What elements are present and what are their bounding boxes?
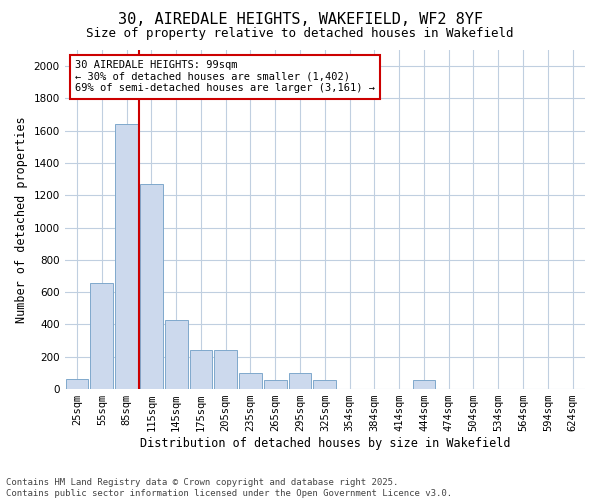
Bar <box>65 378 88 389</box>
Bar <box>190 350 212 389</box>
Bar <box>313 380 336 389</box>
Bar <box>413 380 436 389</box>
Text: Size of property relative to detached houses in Wakefield: Size of property relative to detached ho… <box>86 28 514 40</box>
Bar <box>214 350 237 389</box>
Text: 30 AIREDALE HEIGHTS: 99sqm
← 30% of detached houses are smaller (1,402)
69% of s: 30 AIREDALE HEIGHTS: 99sqm ← 30% of deta… <box>75 60 375 94</box>
Bar <box>264 380 287 389</box>
Bar <box>115 124 138 389</box>
Bar <box>289 373 311 389</box>
Text: 30, AIREDALE HEIGHTS, WAKEFIELD, WF2 8YF: 30, AIREDALE HEIGHTS, WAKEFIELD, WF2 8YF <box>118 12 482 28</box>
Text: Contains HM Land Registry data © Crown copyright and database right 2025.
Contai: Contains HM Land Registry data © Crown c… <box>6 478 452 498</box>
X-axis label: Distribution of detached houses by size in Wakefield: Distribution of detached houses by size … <box>140 437 510 450</box>
Bar <box>140 184 163 389</box>
Bar <box>165 320 188 389</box>
Bar <box>239 373 262 389</box>
Bar <box>91 282 113 389</box>
Y-axis label: Number of detached properties: Number of detached properties <box>15 116 28 323</box>
